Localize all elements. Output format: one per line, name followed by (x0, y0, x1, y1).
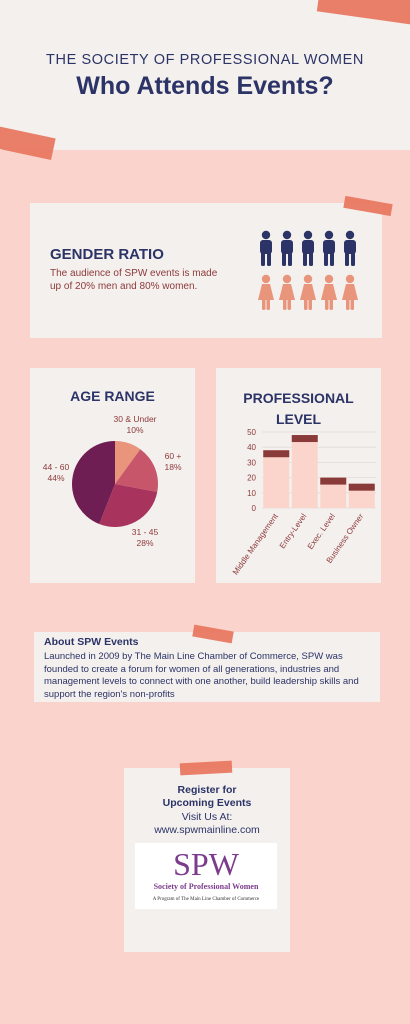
about-card (34, 632, 380, 702)
visit-label: Visit Us At: (181, 811, 233, 823)
website-link[interactable]: www.spwmainline.com (154, 824, 260, 836)
woman-icon (279, 274, 295, 310)
man-icon (260, 230, 272, 266)
bar-cap (320, 477, 347, 485)
y-tick-label: 0 (252, 504, 257, 513)
page-subtitle: THE SOCIETY OF PROFESSIONAL WOMEN (46, 52, 364, 68)
age-heading: AGE RANGE (70, 388, 155, 404)
bar-cap (263, 450, 290, 458)
pie-slice (99, 484, 158, 527)
header-band (0, 0, 410, 150)
x-tick-label: Entry-Level (278, 512, 309, 550)
professional-heading: PROFESSIONAL LEVEL (243, 390, 354, 427)
x-tick-label: Exec. Level (306, 512, 337, 551)
professional-bar-chart: 0 10 20 30 40 50 Middle ManagementEntry-LevelE… (231, 428, 376, 577)
women-icon-row (258, 274, 358, 310)
pie-label-30-under: 30 & Under 10% (113, 414, 157, 435)
logo-name: Society of Professional Women (153, 882, 259, 891)
pie-slice (115, 449, 158, 493)
pie-slice (71, 441, 115, 524)
pie-label-60-plus: 60 +18% (164, 451, 182, 472)
page-title: Who Attends Events? (76, 72, 334, 100)
bar (291, 435, 318, 508)
man-icon (302, 230, 314, 266)
logo-mark: SPW (173, 846, 239, 882)
register-heading-line1: Register for (177, 784, 237, 796)
y-tick-label: 40 (247, 443, 256, 452)
logo-subtitle: A Program of The Main Line Chamber of Co… (152, 897, 260, 902)
x-tick-label: Middle Management (231, 511, 280, 576)
y-tick-label: 20 (247, 474, 256, 483)
age-pie-chart (71, 441, 158, 527)
man-icon (323, 230, 335, 266)
about-text: Launched in 2009 by The Main Line Chambe… (44, 651, 359, 700)
man-icon (281, 230, 293, 266)
woman-icon (342, 274, 358, 310)
y-tick-label: 50 (247, 428, 256, 437)
gender-description: The audience of SPW events is made up of… (50, 268, 218, 292)
men-icon-row (260, 230, 356, 266)
bar (263, 450, 290, 508)
woman-icon (258, 274, 274, 310)
pie-slice (115, 441, 141, 484)
about-title: About SPW Events (44, 636, 139, 648)
register-heading-line2: Upcoming Events (162, 797, 252, 809)
woman-icon (300, 274, 316, 310)
gender-card (30, 203, 382, 338)
bar-cap (348, 483, 375, 491)
y-tick-label: 10 (247, 489, 256, 498)
pie-label-44-60: 44 - 60 44% (42, 462, 70, 483)
woman-icon (321, 274, 337, 310)
man-icon (344, 230, 356, 266)
gender-heading: GENDER RATIO (50, 246, 164, 263)
y-tick-label: 30 (247, 458, 256, 467)
spw-logo (135, 843, 277, 909)
bar-cap (291, 435, 318, 443)
pie-label-31-45: 31 - 45 28% (131, 527, 159, 548)
